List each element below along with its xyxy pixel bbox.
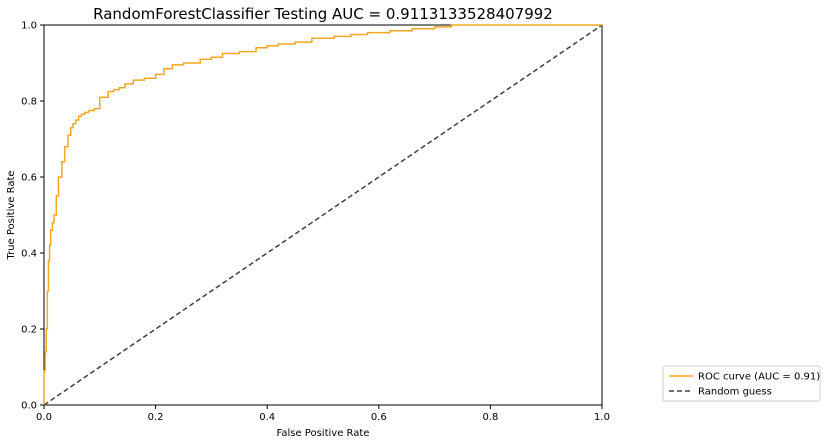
legend-box (662, 365, 821, 402)
x-tick-label: 0.4 (259, 412, 275, 423)
y-axis: 0.0 0.2 0.4 0.6 0.8 1.0 (21, 21, 44, 412)
x-tick-label: 0.0 (36, 412, 52, 423)
y-tick-label: 1.0 (21, 21, 37, 32)
legend-label-random-guess: Random guess (698, 387, 772, 398)
plot-area (43, 24, 603, 406)
legend: ROC curve (AUC = 0.91) Random guess (662, 365, 821, 402)
plot-frame (43, 24, 603, 406)
random-guess-line (43, 24, 603, 406)
chart-title: RandomForestClassifier Testing AUC = 0.9… (93, 5, 553, 23)
legend-label-roc-curve: ROC curve (AUC = 0.91) (698, 372, 820, 383)
y-tick-label: 0.2 (21, 325, 37, 336)
x-tick-label: 1.0 (594, 412, 610, 423)
x-axis-label: False Positive Rate (277, 428, 370, 439)
x-tick-label: 0.6 (371, 412, 387, 423)
x-axis: 0.0 0.2 0.4 0.6 0.8 1.0 (36, 405, 610, 423)
y-tick-label: 0.6 (21, 173, 37, 184)
y-tick-label: 0.8 (21, 97, 37, 108)
y-tick-label: 0.4 (21, 249, 37, 260)
x-tick-label: 0.2 (148, 412, 164, 423)
y-tick-label: 0.0 (21, 401, 37, 412)
x-tick-label: 0.8 (482, 412, 498, 423)
roc-curve-line (43, 24, 602, 405)
y-axis-label: True Positive Rate (6, 170, 17, 260)
